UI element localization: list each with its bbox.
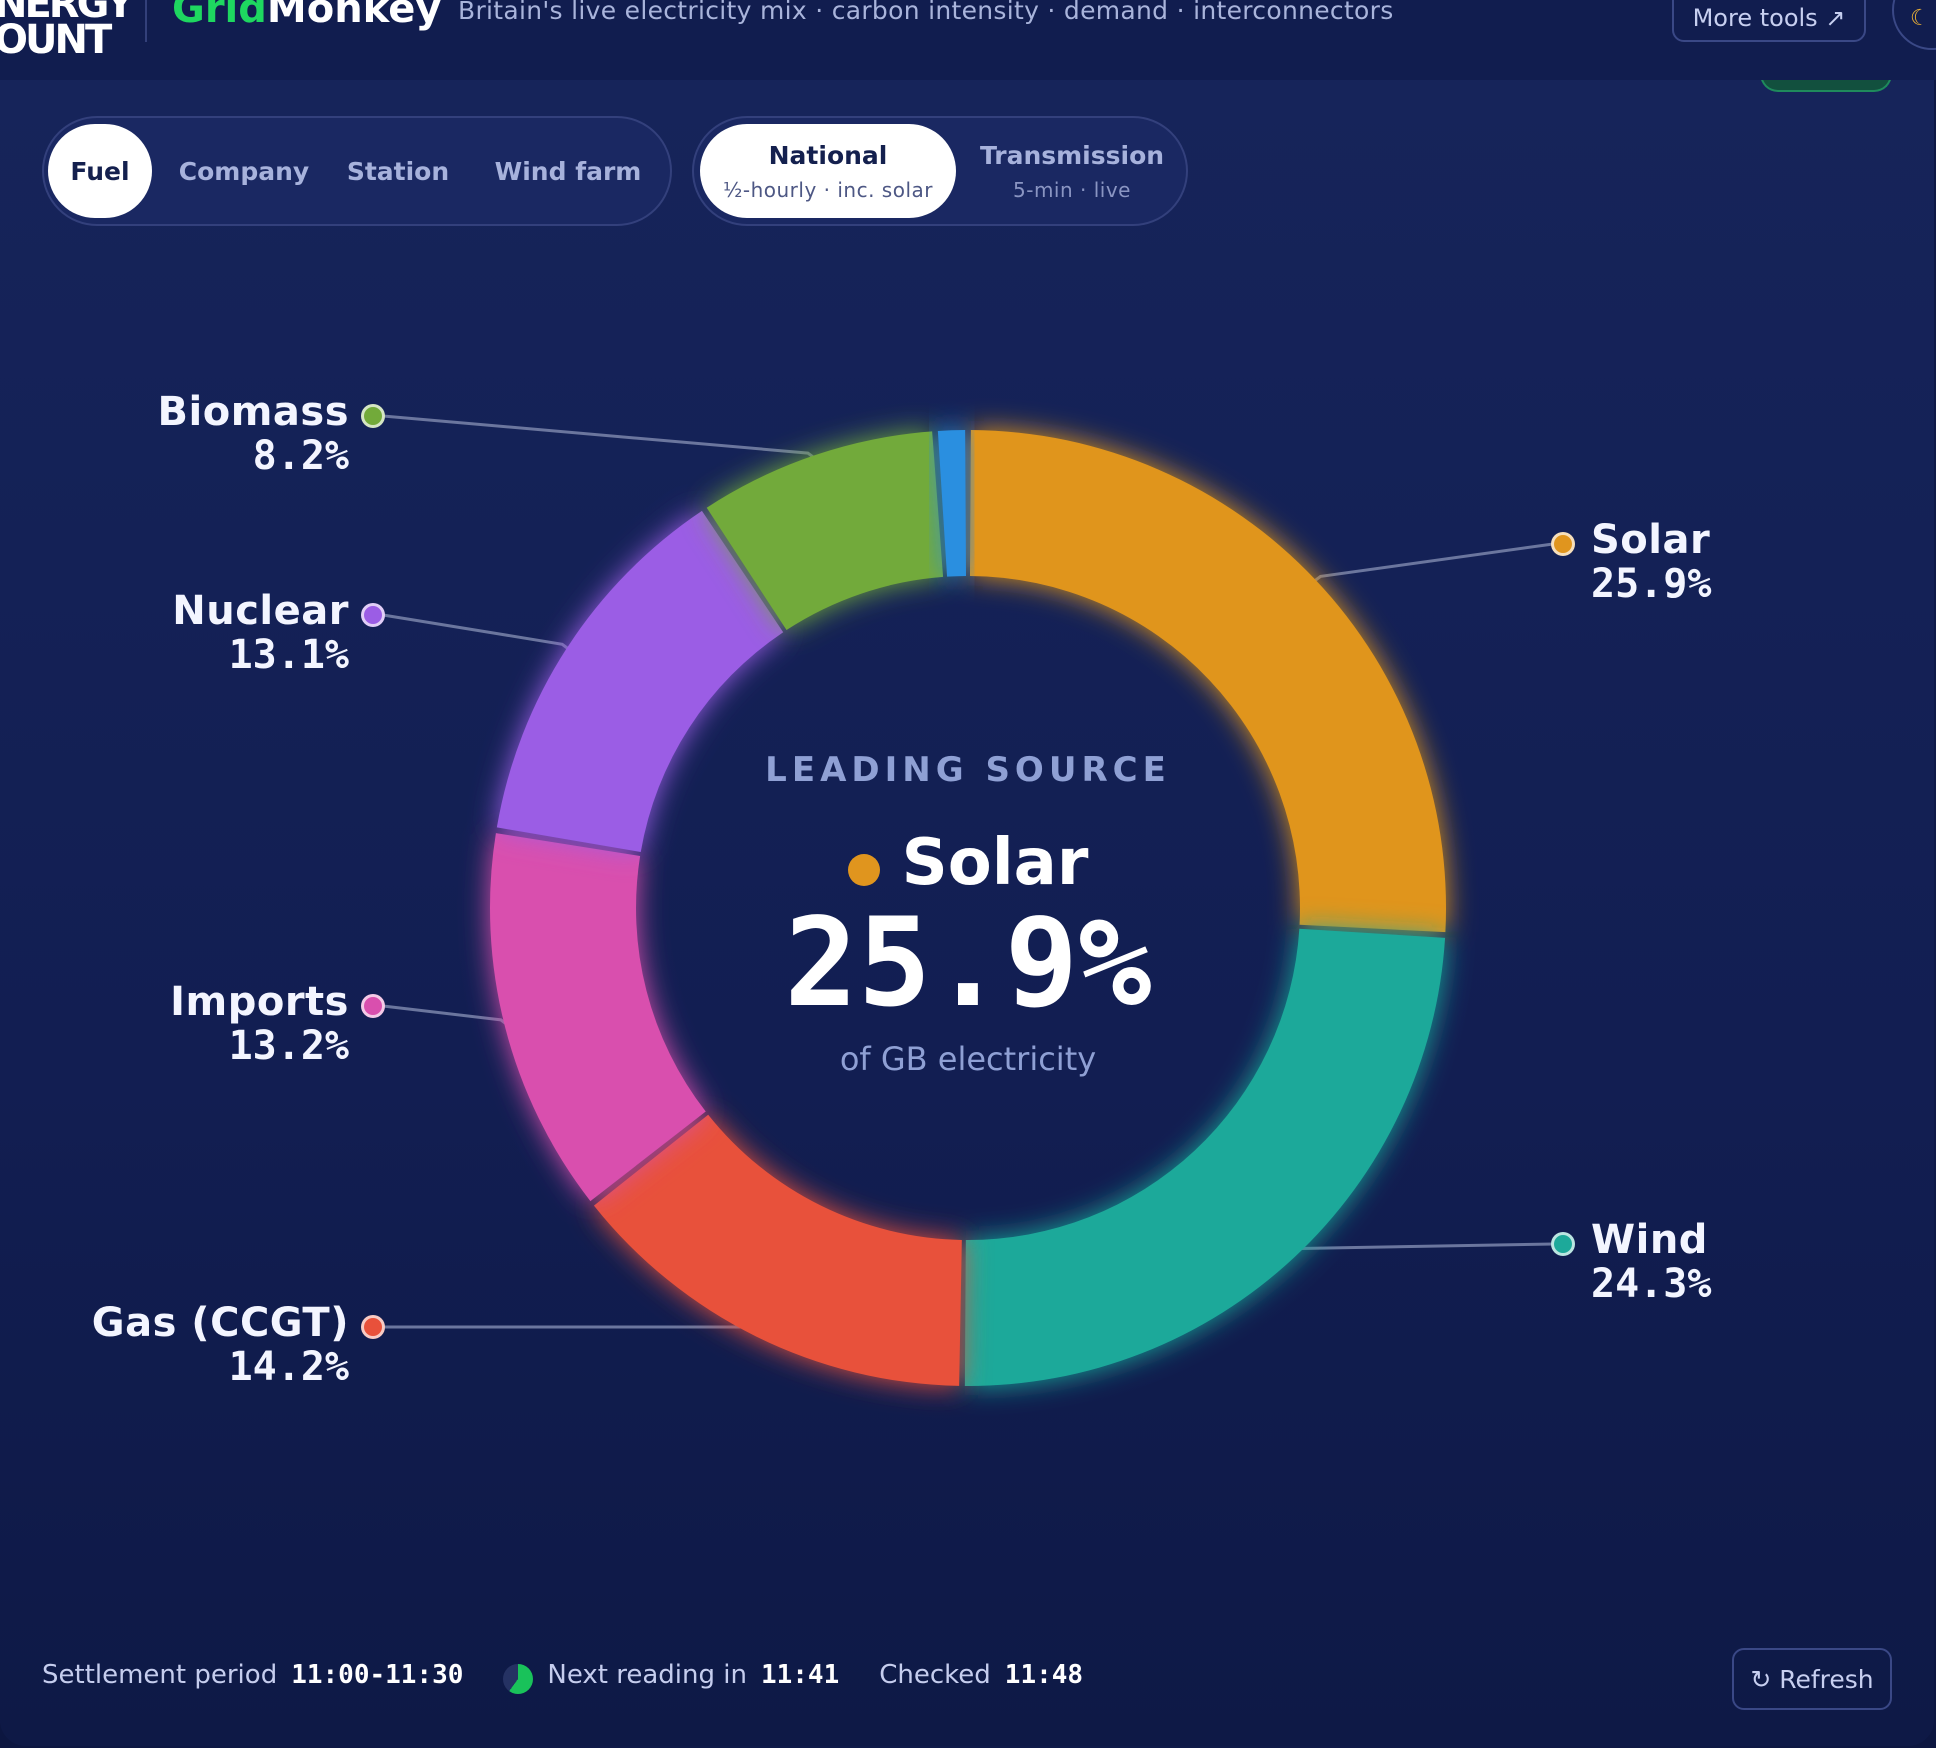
slice-label-value: 25.9% xyxy=(1591,561,1712,607)
leader-line-4 xyxy=(382,613,572,652)
tab-transmission-label: Transmission xyxy=(979,140,1165,170)
slice-biomass[interactable] xyxy=(706,431,944,630)
slice-imports[interactable] xyxy=(489,833,706,1202)
tab-national-label: National xyxy=(768,140,888,170)
refresh-button[interactable]: ↻ Refresh xyxy=(1732,1648,1892,1710)
slice-label-value: 13.1% xyxy=(228,632,349,678)
slice-label-gas[interactable]: Gas (CCGT) 14.2% xyxy=(92,1300,349,1390)
slice-wind[interactable] xyxy=(964,928,1446,1387)
leader-line-0 xyxy=(1311,542,1554,584)
leader-line-3 xyxy=(382,1004,510,1028)
leader-line-5 xyxy=(382,414,817,461)
tab-station[interactable]: Station xyxy=(328,124,468,218)
slice-label-name: Gas (CCGT) xyxy=(91,1300,349,1346)
slice-label-biomass[interactable]: Biomass 8.2% xyxy=(158,389,349,479)
legend-dot-biomass xyxy=(361,404,385,428)
tab-wind-farm[interactable]: Wind farm xyxy=(478,124,658,218)
tab-station-label: Station xyxy=(346,156,450,186)
slice-label-value: 14.2% xyxy=(228,1344,349,1390)
view-switch: Fuel Company Station Wind farm xyxy=(42,116,672,226)
tab-wind-farm-label: Wind farm xyxy=(494,156,642,186)
slice-nuclear[interactable] xyxy=(496,510,784,853)
brand-part-monkey: Monkey xyxy=(266,0,442,32)
tab-transmission[interactable]: Transmission 5-min · live xyxy=(962,124,1182,218)
tab-national[interactable]: National ½-hourly · inc. solar xyxy=(700,124,956,218)
slice-label-nuclear[interactable]: Nuclear 13.1% xyxy=(172,588,349,678)
slice-label-name: Nuclear xyxy=(172,588,349,634)
source-switch: National ½-hourly · inc. solar Transmiss… xyxy=(692,116,1188,226)
countdown-pie-icon xyxy=(503,1664,534,1694)
tab-fuel-label: Fuel xyxy=(70,156,130,186)
tagline: Britain's live electricity mix · carbon … xyxy=(458,0,1394,25)
legend-dot-wind xyxy=(1551,1232,1575,1256)
tab-transmission-sub: 5-min · live xyxy=(1013,177,1131,202)
theme-toggle-button[interactable]: ☾ xyxy=(1892,0,1936,50)
slice-gas-ccgt[interactable] xyxy=(593,1114,962,1386)
donut-slices xyxy=(489,430,1446,1387)
leading-source-caption: LEADING SOURCE xyxy=(765,750,1171,790)
main-card xyxy=(0,60,1934,1746)
checked-value: 11:48 xyxy=(1004,1660,1084,1690)
top-bar: NERGY OUNT GridMonkey Britain's live elec… xyxy=(0,0,1936,80)
next-reading-label: Next reading in xyxy=(547,1660,747,1690)
tab-company-label: Company xyxy=(178,156,310,186)
slice-label-wind[interactable]: Wind 24.3% xyxy=(1591,1217,1711,1307)
leader-line-2 xyxy=(382,1325,760,1335)
status-bar: Settlement period 11:00-11:30 Next readi… xyxy=(42,1656,1083,1694)
legend-dot-nuclear xyxy=(361,603,385,627)
slice-label-solar[interactable]: Solar 25.9% xyxy=(1591,517,1711,607)
moon-icon: ☾ xyxy=(1910,6,1930,31)
legend-dot-imports xyxy=(361,994,385,1018)
brand-part-grid: Grid xyxy=(172,0,267,32)
settlement-label: Settlement period xyxy=(42,1660,278,1690)
slice-label-name: Biomass xyxy=(157,389,349,435)
slice-label-name: Wind xyxy=(1591,1217,1708,1263)
leading-source-panel: LEADING SOURCE Solar 25.9% of GB electri… xyxy=(668,750,1268,1078)
leading-source-dot xyxy=(847,854,880,886)
legend-dot-solar xyxy=(1551,532,1575,556)
tab-national-sub: ½-hourly · inc. solar xyxy=(722,177,933,202)
slice-label-value: 24.3% xyxy=(1591,1261,1712,1307)
legend-dot-gas xyxy=(361,1315,385,1339)
slice-label-imports[interactable]: Imports 13.2% xyxy=(170,979,349,1069)
brand-title[interactable]: GridMonkey xyxy=(172,0,441,32)
tab-company[interactable]: Company xyxy=(164,124,324,218)
energy-count-logo[interactable]: NERGY OUNT xyxy=(0,0,135,63)
slice-other[interactable] xyxy=(937,430,967,577)
leading-source-subtext: of GB electricity xyxy=(839,1040,1097,1078)
checked-label: Checked xyxy=(879,1660,991,1690)
slice-label-value: 13.2% xyxy=(228,1023,349,1069)
settlement-value: 11:00-11:30 xyxy=(291,1660,464,1690)
slice-label-value: 8.2% xyxy=(252,433,349,479)
more-tools-button[interactable]: More tools ↗ xyxy=(1672,0,1866,42)
leading-source-name: Solar xyxy=(901,826,1089,900)
slice-label-name: Imports xyxy=(170,979,349,1025)
next-reading-value: 11:41 xyxy=(760,1660,840,1690)
leading-source-name-row: Solar xyxy=(668,826,1268,900)
slice-solar[interactable] xyxy=(969,430,1446,933)
header-divider xyxy=(145,0,147,42)
slice-label-name: Solar xyxy=(1591,517,1711,563)
tab-fuel[interactable]: Fuel xyxy=(48,124,152,218)
leading-source-value: 25.9% xyxy=(784,892,1152,1034)
leader-line-1 xyxy=(1290,1242,1554,1256)
